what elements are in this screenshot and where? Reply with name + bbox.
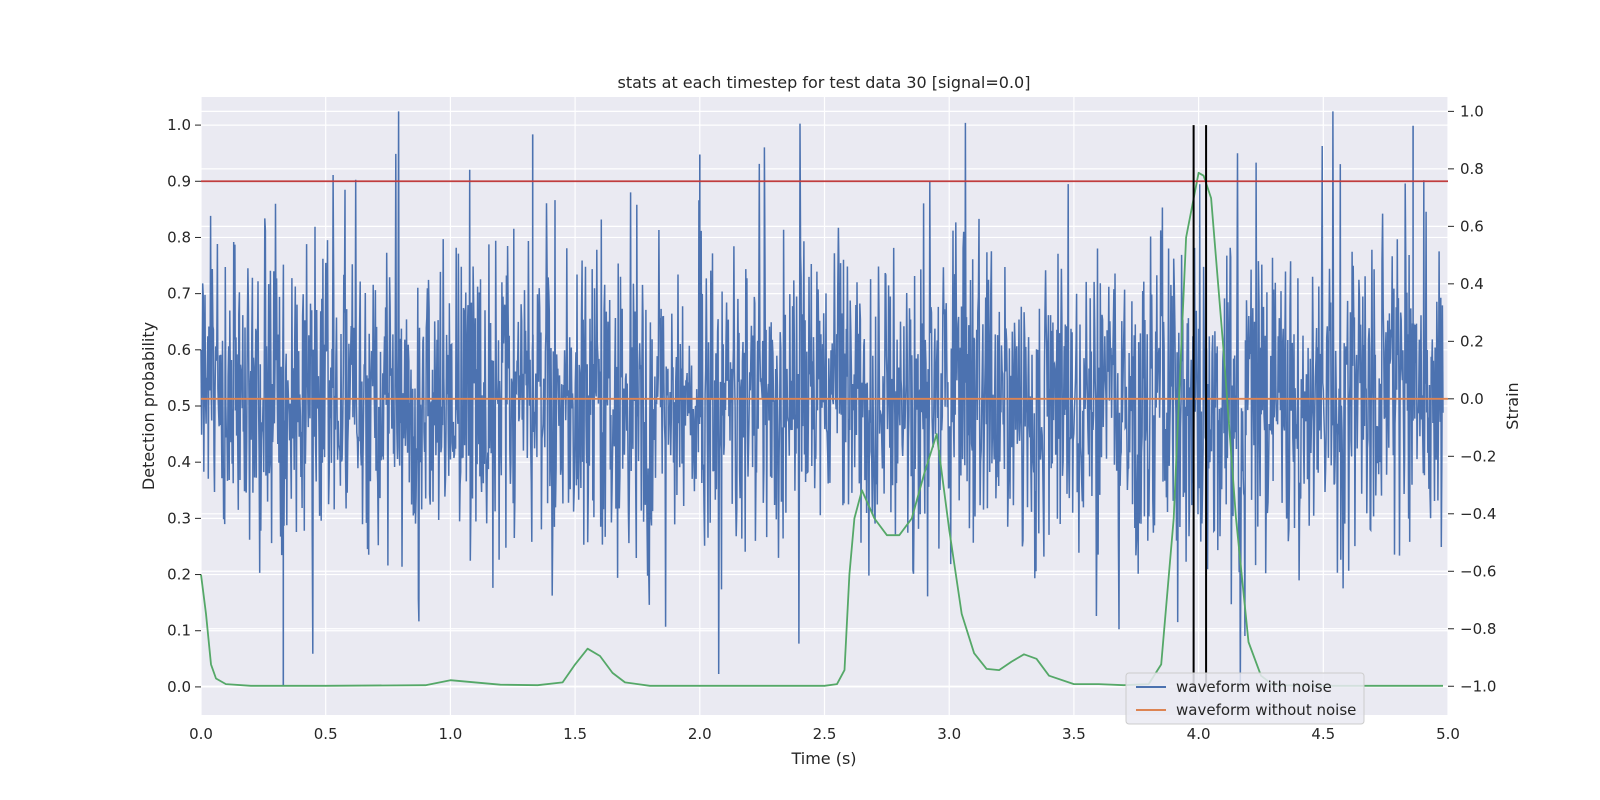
detection-probability-series — [200, 171, 1443, 687]
x-tick-label: 4.5 — [1311, 725, 1335, 743]
right-y-tick-labels: −1.0 −0.8 −0.6 −0.4 −0.2 0.0 0.2 0.4 0.6 0.8 1.0 — [1448, 102, 1496, 695]
y-tick-label: 0.5 — [167, 397, 191, 415]
right-y-tick-label: 0.4 — [1460, 275, 1484, 293]
left-y-axis-label: Detection probability — [139, 322, 158, 490]
x-tick-label: 4.0 — [1187, 725, 1211, 743]
right-y-axis-label: Strain — [1503, 382, 1522, 429]
chart-title: stats at each timestep for test data 30 … — [618, 73, 1031, 92]
detection-probability-line — [200, 171, 1443, 687]
y-tick-label: 0.9 — [167, 172, 191, 190]
y-tick-label: 0.4 — [167, 453, 191, 471]
y-tick-label: 0.3 — [167, 509, 191, 527]
x-axis-label: Time (s) — [790, 749, 856, 768]
right-y-tick-label: 0.2 — [1460, 332, 1484, 350]
x-tick-label: 2.0 — [688, 725, 712, 743]
y-tick-label: 0.0 — [167, 678, 191, 696]
y-tick-label: 0.2 — [167, 566, 191, 584]
right-y-tick-label: −0.2 — [1460, 447, 1496, 465]
y-tick-label: 0.7 — [167, 285, 191, 303]
right-y-tick-label: −0.8 — [1460, 620, 1496, 638]
y-tick-label: 0.6 — [167, 341, 191, 359]
right-y-tick-label: −0.6 — [1460, 562, 1496, 580]
right-y-tick-label: 0.8 — [1460, 160, 1484, 178]
x-tick-label: 5.0 — [1436, 725, 1460, 743]
x-tick-label: 0.5 — [314, 725, 338, 743]
x-tick-label: 2.5 — [813, 725, 837, 743]
legend-box — [1125, 672, 1365, 725]
x-tick-label: 1.0 — [438, 725, 462, 743]
y-tick-label: 0.8 — [167, 228, 191, 246]
x-tick-label: 0.0 — [189, 725, 213, 743]
legend-label-clean: waveform without noise — [1176, 701, 1356, 719]
waveform-with-noise-line — [200, 111, 1444, 687]
legend: waveform with noise waveform without noi… — [1125, 672, 1365, 725]
x-tick-label: 3.0 — [937, 725, 961, 743]
right-y-tick-label: −0.4 — [1460, 505, 1496, 523]
legend-label-noise: waveform with noise — [1176, 678, 1332, 696]
event-markers — [1192, 125, 1208, 687]
right-y-tick-label: −1.0 — [1460, 677, 1496, 695]
waveform-with-noise-series — [200, 111, 1444, 687]
left-y-tick-labels: 0.0 0.1 0.2 0.3 0.4 0.5 0.6 0.7 0.8 0.9 1.0 — [167, 116, 201, 696]
right-y-tick-label: 0.6 — [1460, 217, 1484, 235]
y-tick-label: 1.0 — [167, 116, 191, 134]
right-y-tick-label: 0.0 — [1460, 390, 1484, 408]
x-tick-label: 3.5 — [1062, 725, 1086, 743]
x-tick-label: 1.5 — [563, 725, 587, 743]
right-y-tick-label: 1.0 — [1460, 102, 1484, 120]
x-tick-labels: 0.0 0.5 1.0 1.5 2.0 2.5 3.0 3.5 4.0 4.5 5.0 — [189, 725, 1460, 743]
y-tick-label: 0.1 — [167, 622, 191, 640]
